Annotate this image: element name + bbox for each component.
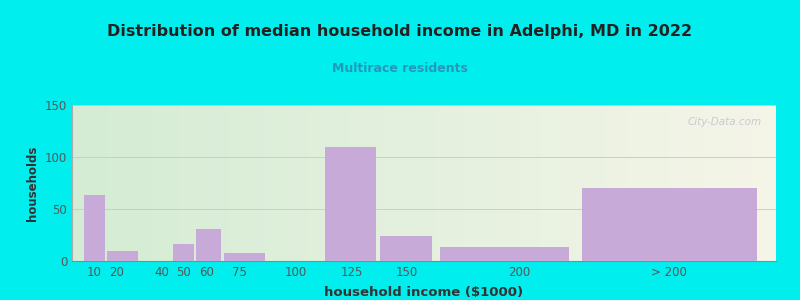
Bar	[84, 196, 105, 261]
Bar	[107, 250, 138, 261]
X-axis label: household income ($1000): household income ($1000)	[325, 286, 523, 299]
Bar	[174, 244, 194, 261]
Text: Distribution of median household income in Adelphi, MD in 2022: Distribution of median household income …	[107, 24, 693, 39]
Bar	[223, 253, 265, 261]
Text: City-Data.com: City-Data.com	[688, 118, 762, 128]
Bar	[325, 147, 376, 261]
Bar	[440, 248, 570, 261]
Text: Multirace residents: Multirace residents	[332, 62, 468, 75]
Bar	[381, 236, 432, 261]
Bar	[196, 229, 221, 261]
Y-axis label: households: households	[26, 145, 39, 221]
Bar	[582, 188, 758, 261]
